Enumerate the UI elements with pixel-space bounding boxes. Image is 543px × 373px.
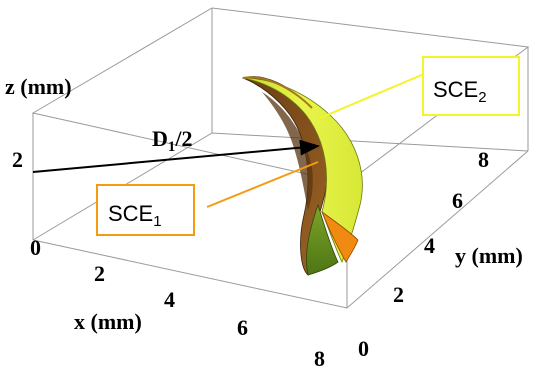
surface-top-rim bbox=[242, 76, 313, 109]
y-tick-8: 8 bbox=[478, 147, 489, 172]
x-tick-6: 6 bbox=[237, 315, 248, 340]
x-tick-4: 4 bbox=[164, 287, 175, 312]
sce1-leader-line bbox=[206, 161, 319, 208]
x-axis-label: x (mm) bbox=[74, 309, 142, 334]
y-tick-0: 0 bbox=[358, 336, 369, 361]
surface-yellow bbox=[242, 77, 363, 263]
z-tick-2: 2 bbox=[12, 147, 23, 172]
bounding-box bbox=[31, 7, 530, 309]
dimension-label: D1/2 bbox=[152, 126, 193, 155]
sce1-label: SCE1 bbox=[108, 201, 162, 230]
surface-green bbox=[306, 203, 339, 276]
y-axis-label: y (mm) bbox=[455, 243, 523, 268]
crescent-surfaces bbox=[241, 76, 363, 276]
x-tick-2: 2 bbox=[94, 261, 105, 286]
dimension-arrow bbox=[32, 139, 320, 173]
z-axis-label: z (mm) bbox=[5, 74, 72, 99]
x-tick-0: 0 bbox=[30, 235, 41, 260]
sce2-box bbox=[422, 56, 520, 116]
y-tick-4: 4 bbox=[424, 233, 435, 258]
y-tick-2: 2 bbox=[393, 282, 404, 307]
y-tick-6: 6 bbox=[452, 188, 463, 213]
x-tick-8: 8 bbox=[314, 346, 325, 371]
surface-orange bbox=[321, 210, 359, 263]
sce1-box bbox=[96, 184, 195, 236]
sce2-label: SCE2 bbox=[433, 77, 487, 106]
sce2-leader-line bbox=[319, 73, 425, 119]
